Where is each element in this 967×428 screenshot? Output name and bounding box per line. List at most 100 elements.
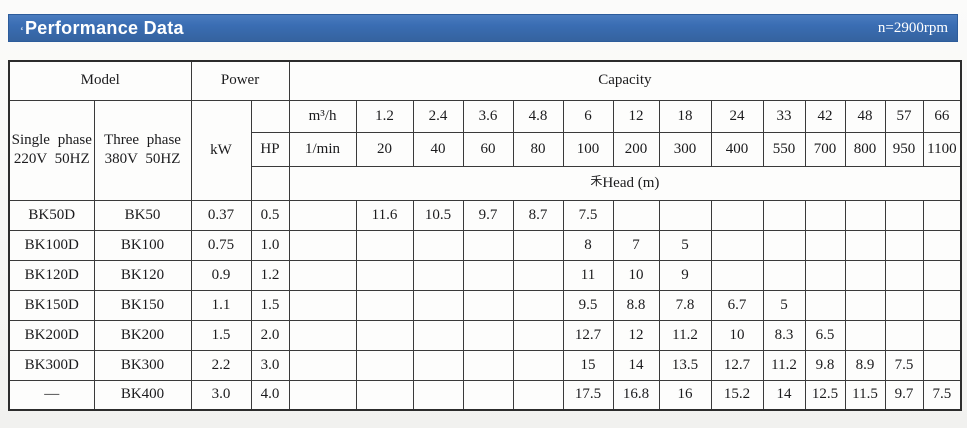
capacity-header-cell: Capacity bbox=[288, 60, 962, 101]
head-value-cell bbox=[884, 229, 924, 261]
title-bar: ʻPerformance Data n=2900rpm bbox=[8, 14, 958, 42]
hp-value-cell: 0.5 bbox=[250, 199, 290, 231]
head-value-cell: 15 bbox=[562, 349, 614, 381]
header-row-groups: Model Power Capacity bbox=[8, 60, 962, 101]
hp-value-cell: 2.0 bbox=[250, 319, 290, 351]
artifact-tick: ʻ bbox=[20, 25, 24, 37]
head-value-cell: 8.8 bbox=[612, 289, 660, 321]
table-row-bk200: BK200D BK200 1.5 2.0 12.7 12 11.2 10 8.3… bbox=[8, 319, 962, 351]
table-row-bk100: BK100D BK100 0.75 1.0 8 7 5 bbox=[8, 229, 962, 261]
model-three-cell: BK400 bbox=[93, 379, 192, 411]
lmin-col-header: 800 bbox=[844, 131, 886, 167]
lmin-col-header: 200 bbox=[612, 131, 660, 167]
head-value-cell: 12.5 bbox=[804, 379, 846, 411]
head-value-cell bbox=[412, 349, 464, 381]
head-value-cell bbox=[512, 259, 564, 291]
head-value-cell bbox=[884, 289, 924, 321]
head-value-cell bbox=[355, 259, 414, 291]
lmin-col-header: 550 bbox=[762, 131, 806, 167]
table-row-bk400: — BK400 3.0 4.0 17.5 16.8 16 15.2 14 12.… bbox=[8, 379, 962, 411]
flow-label-spacer-cell bbox=[288, 289, 357, 321]
model-single-cell: BK50D bbox=[8, 199, 95, 231]
head-value-cell: 7.8 bbox=[658, 289, 712, 321]
model-single-cell: BK200D bbox=[8, 319, 95, 351]
m3h-col-header: 18 bbox=[658, 99, 712, 133]
head-value-cell: 12.7 bbox=[562, 319, 614, 351]
head-value-cell: 12.7 bbox=[710, 349, 764, 381]
head-value-cell bbox=[804, 229, 846, 261]
head-value-cell: 5 bbox=[762, 289, 806, 321]
head-value-cell bbox=[412, 289, 464, 321]
m3h-col-header: 6 bbox=[562, 99, 614, 133]
head-value-cell bbox=[412, 319, 464, 351]
head-value-cell bbox=[512, 289, 564, 321]
head-value-cell: 16.8 bbox=[612, 379, 660, 411]
lmin-col-header: 950 bbox=[884, 131, 924, 167]
m3h-col-header: 57 bbox=[884, 99, 924, 133]
lmin-col-header: 60 bbox=[462, 131, 514, 167]
head-value-cell bbox=[512, 229, 564, 261]
artifact-glyph: 禾 bbox=[590, 174, 603, 188]
m3h-col-header: 1.2 bbox=[355, 99, 414, 133]
head-value-cell bbox=[512, 349, 564, 381]
model-header-cell: Model bbox=[8, 60, 192, 101]
model-single-cell: — bbox=[8, 379, 95, 411]
head-value-cell: 11.6 bbox=[355, 199, 414, 231]
performance-table: Model Power Capacity Single phase 220V 5… bbox=[8, 60, 963, 411]
hp-spacer-bottom-cell bbox=[250, 165, 290, 201]
head-value-cell: 14 bbox=[762, 379, 806, 411]
head-value-cell: 10.5 bbox=[412, 199, 464, 231]
head-value-cell bbox=[762, 199, 806, 231]
hp-value-cell: 1.5 bbox=[250, 289, 290, 321]
power-header-cell: Power bbox=[190, 60, 290, 101]
head-value-cell bbox=[762, 229, 806, 261]
lmin-col-header: 1100 bbox=[922, 131, 962, 167]
head-value-cell bbox=[710, 259, 764, 291]
m3h-col-header: 33 bbox=[762, 99, 806, 133]
table-row-bk300: BK300D BK300 2.2 3.0 15 14 13.5 12.7 11.… bbox=[8, 349, 962, 381]
head-value-cell: 13.5 bbox=[658, 349, 712, 381]
head-value-cell: 11 bbox=[562, 259, 614, 291]
head-value-cell: 14 bbox=[612, 349, 660, 381]
head-value-cell bbox=[844, 289, 886, 321]
head-value-cell: 16 bbox=[658, 379, 712, 411]
head-value-cell: 10 bbox=[710, 319, 764, 351]
flow-label-spacer-cell bbox=[288, 229, 357, 261]
three-phase-line2: 380V 50HZ bbox=[104, 151, 181, 167]
head-value-cell bbox=[844, 229, 886, 261]
head-value-cell bbox=[844, 259, 886, 291]
lmin-col-header: 300 bbox=[658, 131, 712, 167]
head-value-cell: 6.7 bbox=[710, 289, 764, 321]
m3h-col-header: 12 bbox=[612, 99, 660, 133]
single-phase-line1: Single phase bbox=[11, 131, 92, 148]
lmin-col-header: 20 bbox=[355, 131, 414, 167]
model-three-cell: BK200 bbox=[93, 319, 192, 351]
head-value-cell: 7.5 bbox=[562, 199, 614, 231]
kw-value-cell: 1.5 bbox=[190, 319, 252, 351]
m3h-col-header: 66 bbox=[922, 99, 962, 133]
head-value-cell bbox=[710, 229, 764, 261]
lmin-col-header: 400 bbox=[710, 131, 764, 167]
head-value-cell: 8.9 bbox=[844, 349, 886, 381]
model-single-cell: BK120D bbox=[8, 259, 95, 291]
header-row-lmin: HP 1/min 20 40 60 80 100 200 300 400 550… bbox=[9, 131, 962, 167]
head-value-cell bbox=[658, 199, 712, 231]
head-value-cell: 11.5 bbox=[844, 379, 886, 411]
head-value-cell: 5 bbox=[658, 229, 712, 261]
page-title-text: Performance Data bbox=[24, 18, 184, 38]
head-value-cell: 8.3 bbox=[762, 319, 806, 351]
m3h-col-header: 24 bbox=[710, 99, 764, 133]
kw-value-cell: 0.75 bbox=[190, 229, 252, 261]
head-value-cell bbox=[922, 259, 962, 291]
kw-value-cell: 0.9 bbox=[190, 259, 252, 291]
m3h-col-header: 48 bbox=[844, 99, 886, 133]
hp-value-cell: 4.0 bbox=[250, 379, 290, 411]
head-value-cell bbox=[412, 259, 464, 291]
rpm-note: n=2900rpm bbox=[877, 19, 948, 36]
head-value-cell bbox=[804, 199, 846, 231]
head-value-cell: 7.5 bbox=[922, 379, 962, 411]
hp-spacer-top-cell bbox=[250, 99, 290, 133]
kw-header-cell: kW bbox=[190, 99, 252, 201]
hp-header-cell: HP bbox=[250, 131, 290, 167]
